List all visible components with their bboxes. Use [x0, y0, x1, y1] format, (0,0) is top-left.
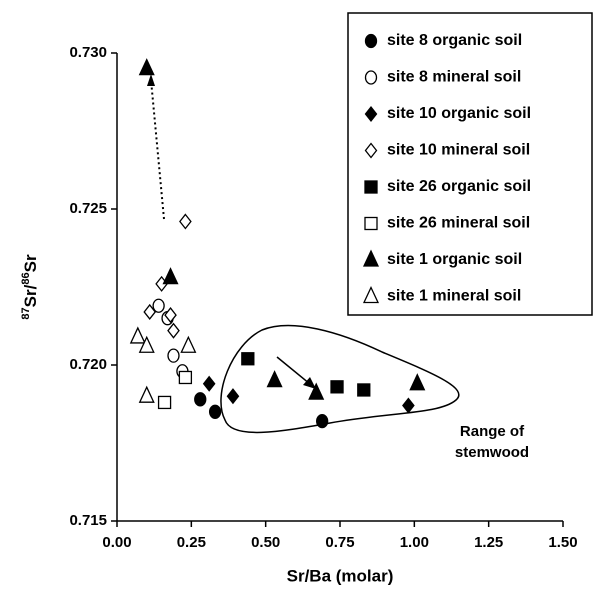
y-label-part: Sr	[21, 254, 40, 272]
point	[164, 307, 177, 324]
legend-marker	[364, 70, 378, 85]
x-axis-label: Sr/Ba (molar)	[287, 566, 394, 585]
point	[152, 298, 165, 313]
point	[241, 352, 255, 366]
y-label-sup: 87	[20, 307, 32, 319]
y-label-part: Sr/	[21, 284, 40, 307]
legend-label: site 26 mineral soil	[387, 215, 530, 232]
arrow-head	[303, 377, 316, 389]
x-tick-label: 0.25	[177, 534, 206, 551]
point	[226, 388, 240, 405]
legend-box	[347, 12, 593, 316]
dotted-arrow	[150, 79, 165, 220]
x-tick-label: 1.00	[400, 534, 429, 551]
x-tick-label: 0.00	[102, 534, 131, 551]
y-axis-label: 87Sr/86Sr	[20, 254, 41, 320]
point	[402, 397, 415, 414]
point	[138, 58, 155, 76]
legend-label: site 10 organic soil	[387, 105, 531, 122]
point	[409, 373, 426, 391]
point	[357, 383, 371, 397]
legend-label: site 26 organic soil	[387, 178, 531, 195]
annotation: Range of	[460, 423, 525, 440]
legend-label: site 1 mineral soil	[387, 288, 521, 305]
x-tick-label: 0.50	[251, 534, 280, 551]
point	[179, 213, 192, 230]
point	[138, 385, 155, 403]
arrow	[276, 356, 311, 385]
legend-marker	[362, 249, 380, 267]
y-tick-label: 0.720	[69, 356, 107, 373]
point	[129, 326, 146, 344]
legend-marker	[364, 216, 378, 231]
x-tick-label: 0.75	[325, 534, 354, 551]
stemwood-range	[220, 324, 460, 434]
point	[157, 395, 172, 410]
point	[167, 348, 180, 363]
point	[143, 303, 157, 321]
arrow-head	[147, 74, 155, 86]
point	[180, 335, 197, 353]
legend-label: site 1 organic soil	[387, 251, 522, 268]
point	[194, 392, 207, 407]
legend-marker	[364, 105, 378, 123]
legend-label: site 8 mineral soil	[387, 69, 521, 86]
point	[316, 414, 329, 429]
point	[208, 404, 222, 419]
y-label-sup: 86	[20, 272, 32, 284]
x-tick-label: 1.50	[548, 534, 577, 551]
point	[308, 382, 325, 400]
point	[178, 370, 193, 385]
annotation: stemwood	[455, 444, 529, 461]
legend-marker	[362, 285, 380, 304]
point	[330, 380, 344, 394]
x-tick-label: 1.25	[474, 534, 503, 551]
legend-marker	[364, 142, 378, 159]
legend-label: site 10 mineral soil	[387, 142, 530, 159]
legend-marker	[364, 180, 378, 194]
y-tick-label: 0.715	[69, 512, 107, 529]
legend-marker	[364, 33, 378, 49]
point	[202, 375, 216, 392]
point	[266, 370, 283, 388]
legend-label: site 8 organic soil	[387, 32, 522, 49]
point	[138, 335, 155, 353]
point	[162, 267, 179, 285]
y-tick-label: 0.730	[69, 44, 107, 61]
point	[167, 322, 180, 339]
y-tick-label: 0.725	[69, 200, 107, 217]
